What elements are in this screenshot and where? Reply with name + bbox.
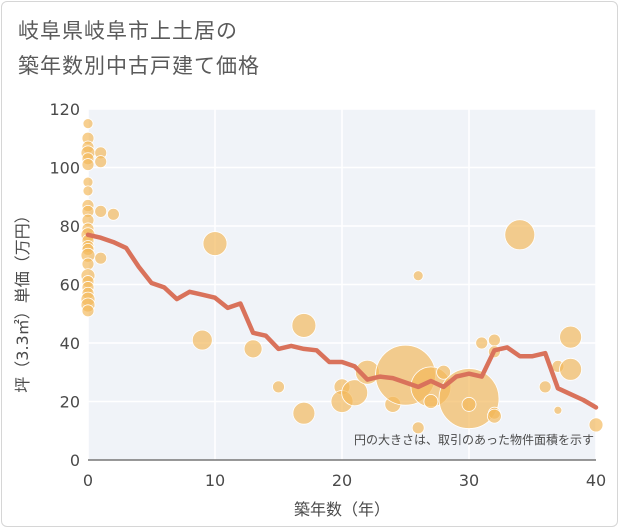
y-axis-label: 坪（3.3㎡）単価（万円） [13, 207, 32, 392]
data-bubble [191, 329, 213, 351]
x-tick-label: 20 [332, 471, 352, 490]
y-tick-label: 120 [49, 100, 80, 119]
data-bubble [412, 270, 424, 282]
x-tick-label: 10 [205, 471, 225, 490]
data-bubble [341, 379, 369, 407]
bubble-layer [80, 118, 604, 435]
x-tick-label: 30 [459, 471, 479, 490]
y-tick-label: 0 [70, 451, 80, 470]
data-bubble [436, 364, 452, 380]
data-bubble [423, 394, 439, 409]
x-tick-label: 40 [586, 471, 606, 490]
data-bubble [81, 304, 95, 318]
data-bubble [81, 257, 95, 271]
y-tick-label: 60 [60, 276, 80, 295]
trend-layer [85, 232, 599, 410]
data-bubble [538, 380, 552, 394]
data-bubble [272, 380, 285, 394]
data-bubble [475, 336, 489, 350]
data-bubble [107, 207, 120, 221]
data-bubble [243, 339, 263, 359]
data-bubble [94, 204, 108, 218]
y-tick-label: 80 [60, 217, 80, 236]
x-tick-label: 0 [83, 471, 93, 490]
data-bubble [292, 401, 316, 425]
size-note: 円の大きさは、取引のあった物件面積を示す [354, 432, 594, 447]
data-bubble [82, 118, 94, 130]
x-axis-label: 築年数（年） [294, 500, 390, 519]
data-bubble [559, 357, 582, 381]
y-tick-label: 20 [60, 393, 80, 412]
data-bubble [486, 408, 502, 424]
data-bubble [94, 251, 108, 265]
data-bubble [291, 313, 317, 338]
data-bubble [504, 219, 536, 251]
y-tick-label: 40 [60, 334, 80, 353]
data-bubble [82, 185, 94, 197]
chart-title-line-2: 築年数別中古戸建て価格 [18, 54, 260, 78]
data-bubble [487, 333, 501, 347]
chart-title: 岐阜県岐阜市上土居の 築年数別中古戸建て価格 [18, 14, 260, 84]
trend-line [85, 232, 599, 410]
data-bubble [411, 421, 425, 435]
data-bubble [559, 325, 582, 349]
y-tick-label: 100 [49, 159, 80, 178]
chart-title-line-1: 岐阜県岐阜市上土居の [18, 19, 238, 43]
data-bubble [461, 397, 477, 412]
data-bubble [81, 158, 95, 171]
data-bubble [202, 231, 228, 256]
data-bubble [588, 417, 604, 433]
axes: 0 20 40 60 80 100 120 0 10 20 30 40 [49, 100, 606, 490]
data-bubble [553, 405, 563, 415]
data-bubble [94, 155, 108, 169]
